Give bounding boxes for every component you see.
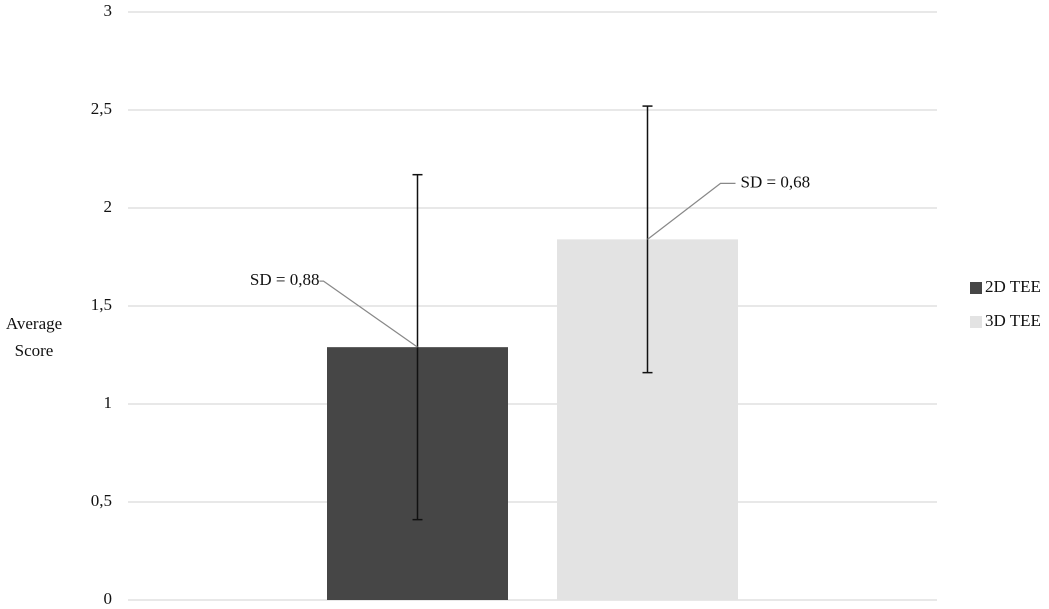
legend-swatch bbox=[970, 282, 982, 294]
leader-line bbox=[647, 182, 736, 240]
legend-swatch bbox=[970, 316, 982, 328]
leader-line bbox=[319, 280, 418, 348]
y-tick-label: 1,5 bbox=[91, 295, 112, 314]
y-tick-label: 2 bbox=[104, 197, 113, 216]
y-tick-label: 0,5 bbox=[91, 491, 112, 510]
y-tick-label: 3 bbox=[104, 1, 113, 20]
y-tick-label: 1 bbox=[104, 393, 113, 412]
error-label: SD = 0,68 bbox=[741, 172, 811, 191]
y-tick-label: 2,5 bbox=[91, 99, 112, 118]
y-tick-label: 0 bbox=[104, 589, 113, 608]
legend-label: 3D TEE bbox=[985, 311, 1041, 330]
legend-label: 2D TEE bbox=[985, 277, 1041, 296]
error-label: SD = 0,88 bbox=[250, 270, 320, 289]
y-axis-label: Average Score bbox=[5, 314, 63, 360]
